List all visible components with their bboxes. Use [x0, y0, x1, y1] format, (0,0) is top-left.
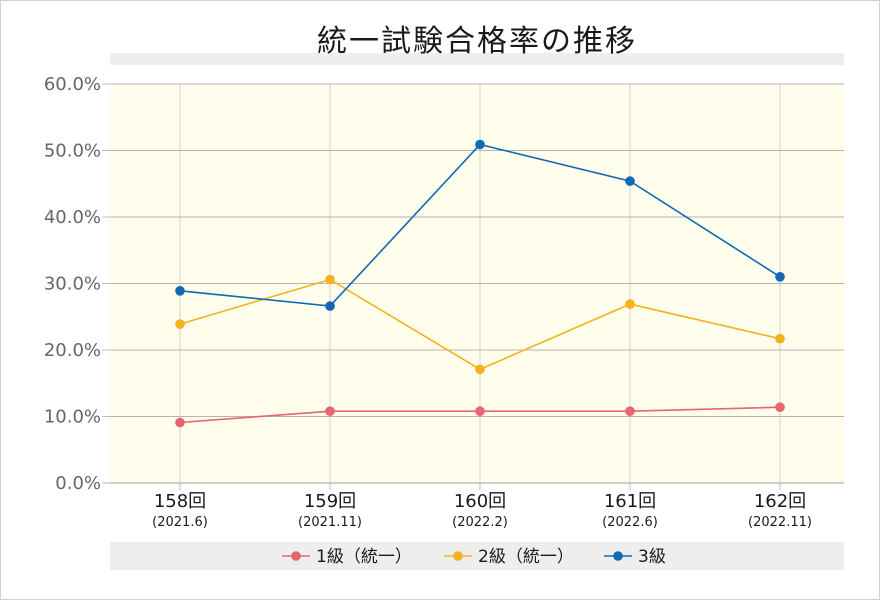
- legend-band: [110, 542, 844, 570]
- chart-title: 統一試験合格率の推移: [317, 24, 637, 59]
- x-tick-label: 159回: [304, 491, 356, 512]
- legend-label: 1級（統一）: [316, 547, 412, 567]
- x-tick-sublabel: (2022.11): [748, 515, 812, 530]
- x-tick-label: 158回: [154, 491, 206, 512]
- data-point: [175, 319, 185, 329]
- legend-item: 2級（統一）: [444, 547, 574, 567]
- data-point: [325, 406, 335, 417]
- y-tick-label: 40.0%: [44, 207, 101, 228]
- data-point: [625, 406, 635, 417]
- data-point: [475, 406, 485, 417]
- x-tick-label: 161回: [604, 491, 656, 512]
- data-point: [475, 364, 485, 375]
- data-point: [475, 139, 485, 150]
- x-axis: 158回 (2021.6) 159回 (2021.11) 160回 (2022.2) 161…: [152, 483, 812, 530]
- legend: 1級（統一） 2級（統一） 3級: [282, 547, 666, 567]
- x-tick-label: 160回: [454, 491, 506, 512]
- legend-marker: [291, 551, 301, 561]
- y-tick-label: 0.0%: [55, 473, 101, 494]
- data-point: [775, 333, 785, 344]
- legend-label: 3級: [638, 547, 666, 567]
- legend-item: 1級（統一）: [282, 547, 412, 567]
- x-tick-sublabel: (2021.6): [152, 515, 208, 530]
- data-point: [325, 301, 335, 311]
- legend-label: 2級（統一）: [478, 547, 574, 567]
- title-band: [110, 53, 844, 65]
- x-tick-label: 162回: [754, 491, 806, 512]
- x-tick-sublabel: (2021.11): [298, 515, 362, 530]
- y-axis: 0.0% 10.0% 20.0% 30.0% 40.0% 50.0% 60.0%: [44, 74, 110, 494]
- y-tick-label: 50.0%: [44, 141, 101, 162]
- y-tick-label: 10.0%: [44, 407, 101, 428]
- x-tick-sublabel: (2022.6): [602, 515, 658, 530]
- y-tick-label: 60.0%: [44, 74, 101, 95]
- data-point: [625, 176, 635, 186]
- legend-marker: [613, 551, 623, 561]
- data-point: [775, 272, 785, 282]
- x-tick-sublabel: (2022.2): [452, 515, 508, 530]
- y-tick-label: 20.0%: [44, 340, 101, 361]
- data-point: [175, 417, 185, 428]
- series-2: [175, 274, 785, 375]
- grid: [110, 83, 844, 484]
- series-1: [175, 402, 785, 428]
- data-point: [775, 402, 785, 413]
- series-group: [175, 139, 785, 428]
- data-point: [625, 299, 635, 309]
- data-point: [325, 274, 335, 285]
- data-point: [175, 286, 185, 296]
- legend-item: 3級: [604, 547, 666, 567]
- legend-marker: [453, 551, 463, 561]
- series-3: [175, 139, 785, 311]
- y-tick-label: 30.0%: [44, 274, 101, 295]
